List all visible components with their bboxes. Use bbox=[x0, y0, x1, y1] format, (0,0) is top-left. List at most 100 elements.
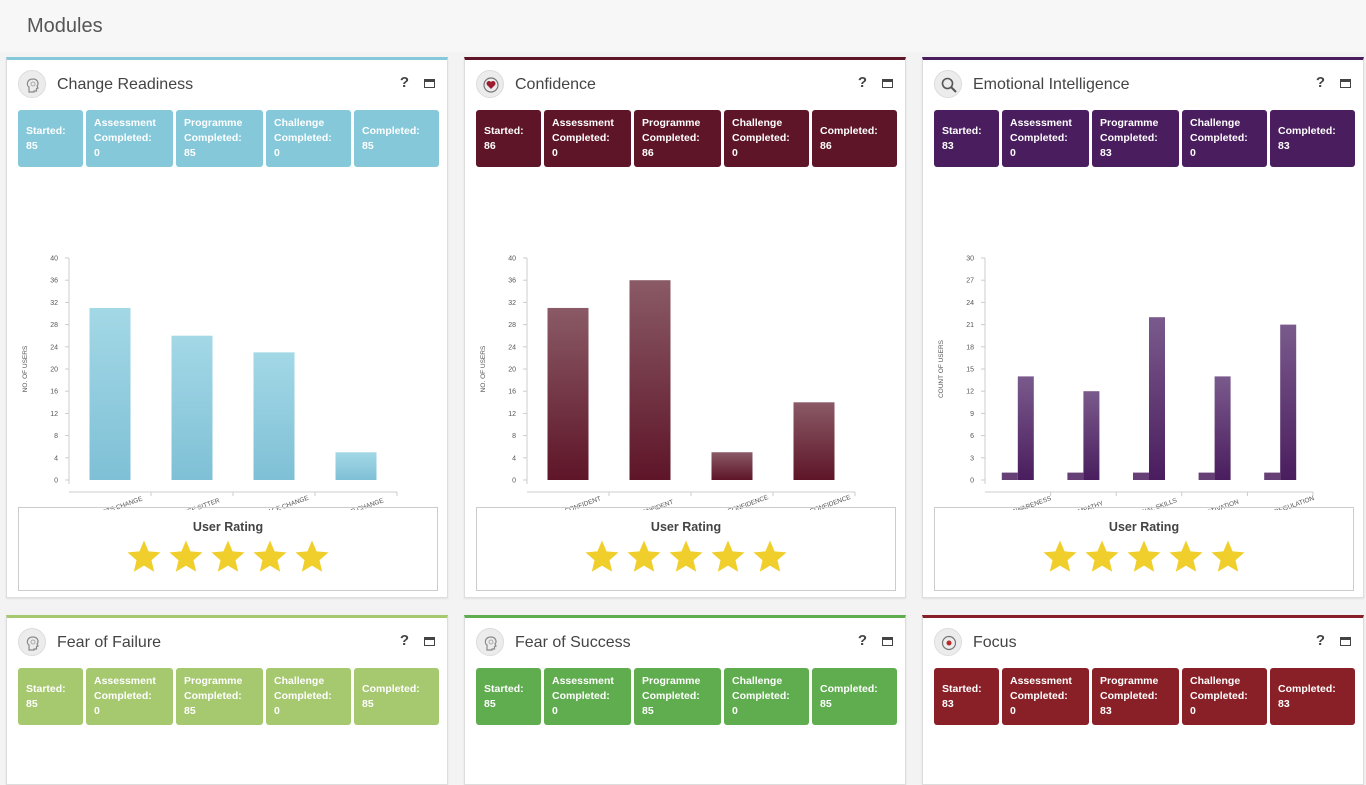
window-icon[interactable] bbox=[424, 79, 435, 88]
stat-label: Programme bbox=[184, 117, 243, 129]
stat-tile-started[interactable]: Started: 86 bbox=[476, 110, 541, 167]
card-header: Fear of Success? bbox=[465, 618, 905, 668]
stat-value: 83 bbox=[942, 697, 954, 710]
stat-tile-completed[interactable]: Completed: 85 bbox=[354, 668, 439, 725]
rating-star-icon bbox=[711, 540, 745, 572]
y-tick-label: 9 bbox=[970, 411, 974, 418]
window-icon[interactable] bbox=[1340, 79, 1351, 88]
stat-tile-assessment[interactable]: Assessment Completed: 0 bbox=[1002, 668, 1089, 725]
stat-tile-assessment[interactable]: Assessment Completed: 0 bbox=[86, 668, 173, 725]
y-tick-label: 24 bbox=[50, 344, 58, 351]
stat-tile-assessment[interactable]: Assessment Completed: 0 bbox=[544, 110, 631, 167]
bar-self-awareness-s0[interactable] bbox=[1001, 472, 1018, 480]
rating-star-icon bbox=[253, 540, 287, 572]
y-tick-label: 3 bbox=[970, 455, 974, 462]
stat-value: 0 bbox=[94, 147, 100, 159]
y-tick-label: 21 bbox=[966, 322, 974, 329]
bar-mixed-confidence[interactable] bbox=[711, 452, 753, 480]
stat-label: Challenge bbox=[1190, 117, 1241, 129]
stat-tile-completed[interactable]: Completed: 83 bbox=[1270, 668, 1355, 725]
help-icon[interactable]: ? bbox=[1315, 632, 1325, 649]
bar-fence-sitter[interactable] bbox=[171, 335, 213, 480]
stats-row: Started: 85 Assessment Completed: 0 Programme… bbox=[18, 668, 439, 725]
stat-tile-challenge[interactable]: Challenge Completed: 0 bbox=[266, 110, 351, 167]
bar-social-skills-s1[interactable] bbox=[1149, 317, 1165, 480]
stat-tile-programme[interactable]: Programme Completed: 83 bbox=[1092, 668, 1179, 725]
stat-tile-started[interactable]: Started: 85 bbox=[18, 110, 83, 167]
stat-label: Completed: bbox=[642, 690, 700, 702]
stat-label: Completed: bbox=[552, 132, 610, 144]
stat-tile-programme[interactable]: Programme Completed: 86 bbox=[634, 110, 721, 167]
y-tick-label: 40 bbox=[508, 256, 516, 263]
window-icon[interactable] bbox=[424, 637, 435, 646]
user-rating-panel: User Rating bbox=[18, 507, 438, 591]
y-tick-label: 0 bbox=[970, 478, 974, 485]
bar-embrace-change[interactable] bbox=[253, 352, 295, 480]
bar-over-confident[interactable] bbox=[547, 307, 589, 480]
stat-tile-challenge[interactable]: Challenge Completed: 0 bbox=[1182, 110, 1267, 167]
stat-tile-programme[interactable]: Programme Completed: 85 bbox=[176, 110, 263, 167]
magnifier-head-icon bbox=[934, 70, 962, 98]
y-tick-label: 8 bbox=[54, 433, 58, 440]
y-axis-label: NO. OF USERS bbox=[22, 345, 29, 392]
stat-tile-completed[interactable]: Completed: 83 bbox=[1270, 110, 1355, 167]
stat-tile-started[interactable]: Started: 85 bbox=[476, 668, 541, 725]
help-icon[interactable]: ? bbox=[857, 632, 867, 649]
help-icon[interactable]: ? bbox=[399, 74, 409, 91]
rating-star-icon bbox=[1085, 540, 1119, 572]
help-icon[interactable]: ? bbox=[857, 74, 867, 91]
head-profile-icon bbox=[18, 70, 46, 98]
bar-motivation-s1[interactable] bbox=[1214, 376, 1231, 480]
stat-tile-assessment[interactable]: Assessment Completed: 0 bbox=[1002, 110, 1089, 167]
stat-tile-completed[interactable]: Completed: 85 bbox=[812, 668, 897, 725]
help-icon[interactable]: ? bbox=[1315, 74, 1325, 91]
stat-tile-started[interactable]: Started: 83 bbox=[934, 668, 999, 725]
stat-tile-challenge[interactable]: Challenge Completed: 0 bbox=[1182, 668, 1267, 725]
bar-empathy-s0[interactable] bbox=[1067, 472, 1084, 480]
stat-value: 86 bbox=[820, 139, 832, 152]
rating-star-icon bbox=[169, 540, 203, 572]
bar-motivation-s0[interactable] bbox=[1198, 472, 1215, 480]
help-icon[interactable]: ? bbox=[399, 632, 409, 649]
stat-tile-assessment[interactable]: Assessment Completed: 0 bbox=[86, 110, 173, 167]
window-icon[interactable] bbox=[1340, 637, 1351, 646]
bar-lacks-confidence[interactable] bbox=[793, 402, 835, 480]
stat-tile-completed[interactable]: Completed: 85 bbox=[354, 110, 439, 167]
bar-self-awareness-s1[interactable] bbox=[1017, 376, 1034, 480]
bar-self-regulation-s0[interactable] bbox=[1264, 472, 1281, 480]
bar-social-skills-s0[interactable] bbox=[1133, 472, 1149, 480]
stats-row: Started: 85 Assessment Completed: 0 Programme… bbox=[18, 110, 439, 167]
y-tick-label: 24 bbox=[966, 300, 974, 307]
stat-tile-programme[interactable]: Programme Completed: 85 bbox=[634, 668, 721, 725]
bar-self-regulation-s1[interactable] bbox=[1280, 324, 1297, 480]
y-tick-label: 32 bbox=[50, 300, 58, 307]
stat-tile-assessment[interactable]: Assessment Completed: 0 bbox=[544, 668, 631, 725]
target-head-icon bbox=[934, 628, 962, 656]
stat-value: 0 bbox=[1010, 705, 1016, 717]
stat-tile-completed[interactable]: Completed: 86 bbox=[812, 110, 897, 167]
stat-label: Started: bbox=[26, 124, 66, 137]
stat-value: 85 bbox=[184, 705, 196, 717]
stat-tile-challenge[interactable]: Challenge Completed: 0 bbox=[724, 668, 809, 725]
module-card-focus: Focus? Started: 83 Assessment Completed: 0 Pro… bbox=[922, 615, 1364, 785]
stat-tile-challenge[interactable]: Challenge Completed: 0 bbox=[266, 668, 351, 725]
y-tick-label: 32 bbox=[508, 300, 516, 307]
stat-tile-programme[interactable]: Programme Completed: 85 bbox=[176, 668, 263, 725]
stat-tile-challenge[interactable]: Challenge Completed: 0 bbox=[724, 110, 809, 167]
y-tick-label: 28 bbox=[508, 322, 516, 329]
card-header: Confidence? bbox=[465, 60, 905, 110]
bar-confident[interactable] bbox=[629, 280, 671, 480]
window-icon[interactable] bbox=[882, 79, 893, 88]
window-icon[interactable] bbox=[882, 637, 893, 646]
y-tick-label: 8 bbox=[512, 433, 516, 440]
stat-label: Challenge bbox=[274, 675, 325, 687]
stat-tile-started[interactable]: Started: 85 bbox=[18, 668, 83, 725]
y-tick-label: 12 bbox=[508, 411, 516, 418]
stat-label: Started: bbox=[484, 124, 524, 137]
stat-tile-programme[interactable]: Programme Completed: 83 bbox=[1092, 110, 1179, 167]
bar-resists-change[interactable] bbox=[89, 307, 131, 480]
stat-tile-started[interactable]: Started: 83 bbox=[934, 110, 999, 167]
stat-label: Challenge bbox=[1190, 675, 1241, 687]
bar-fear-change[interactable] bbox=[335, 452, 377, 480]
bar-empathy-s1[interactable] bbox=[1083, 391, 1100, 480]
